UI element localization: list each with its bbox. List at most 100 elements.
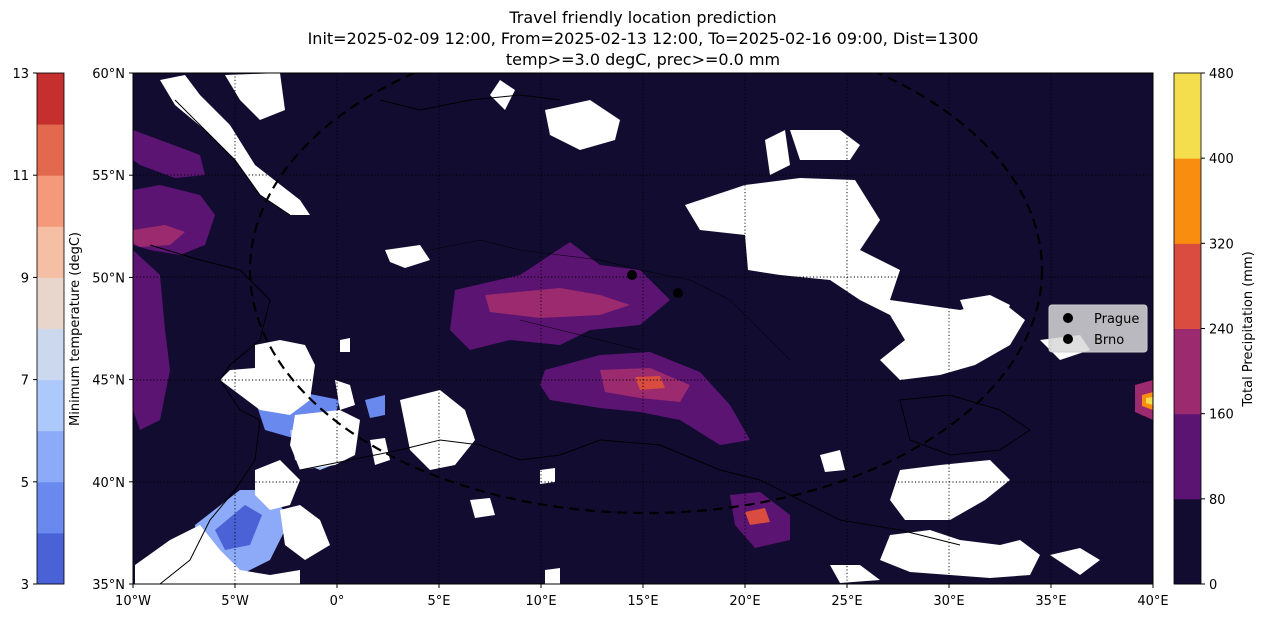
mask-finland (765, 130, 790, 175)
mask-alps (335, 380, 355, 410)
mask-belarus (685, 178, 1025, 380)
colorbar-segment (37, 73, 64, 125)
mask-italy-north (400, 390, 475, 470)
y-tick-label: 55°N (92, 169, 125, 184)
x-tick-label: 0° (330, 594, 345, 609)
mask-iberia-center (255, 460, 300, 510)
legend: Prague Brno (1048, 304, 1148, 353)
brno-marker[interactable] (673, 288, 683, 298)
mask-balkans-small (470, 498, 495, 518)
colorbar-tick-label: 7 (21, 374, 29, 389)
mask-sardinia (370, 438, 390, 465)
colorbar-tick-label: 3 (21, 578, 29, 593)
mask-baltic (545, 100, 620, 150)
legend-brno-label: Brno (1094, 333, 1124, 348)
y-tick-label: 50°N (92, 271, 125, 286)
x-tick-label: 10°W (115, 594, 151, 609)
colorbar-segment (37, 532, 64, 585)
colorbar-tick-label: 320 (1209, 237, 1234, 252)
prague-marker[interactable] (627, 270, 637, 280)
masked-regions (135, 73, 1100, 584)
y-tick-label: 45°N (92, 374, 125, 389)
colorbar-segment (37, 379, 64, 432)
coastlines (149, 94, 1031, 584)
mask-france-center (290, 410, 360, 470)
x-tick-label: 15°E (627, 594, 658, 609)
mask-greece-small (545, 568, 560, 584)
mask-ukraine-east (960, 295, 1010, 330)
x-tick-label: 30°E (933, 594, 964, 609)
colorbar-frame (36, 72, 65, 585)
colorbar-segment (1174, 498, 1201, 585)
distance-radius-circle (249, 73, 1043, 515)
chart-title-line1: Travel friendly location prediction (509, 8, 777, 27)
mask-balkans-east (890, 460, 1010, 520)
colorbar-tick-label: 400 (1209, 152, 1234, 167)
colorbar-segment (37, 124, 64, 176)
y-tick-label: 35°N (92, 578, 125, 593)
mask-north-sea (490, 80, 515, 110)
colorbar-segment (1174, 73, 1201, 159)
x-tick-label: 10°E (525, 594, 556, 609)
legend-brno-marker (1063, 334, 1073, 344)
precip-region-greece-core (745, 508, 770, 525)
colorbar-segment (37, 277, 64, 329)
precipitation-colorbar: 0 80 160 240 320 400 480 (1173, 67, 1234, 593)
x-tick-label: 25°E (831, 594, 862, 609)
chart-title-line2: Init=2025-02-09 12:00, From=2025-02-13 1… (307, 29, 979, 48)
x-tick-label: 35°E (1035, 594, 1066, 609)
x-tick-label: 40°E (1137, 594, 1168, 609)
mask-turkey-south (830, 565, 880, 583)
colorbar-tick-label: 80 (1209, 493, 1226, 508)
precip-region-north-uk (133, 130, 205, 178)
precip-region-iberia-west (133, 250, 170, 430)
mask-belgium (340, 338, 350, 352)
temp-region-iberia-core (215, 505, 262, 550)
coastline-black-sea (899, 394, 1031, 456)
mask-baltic-states (790, 130, 860, 160)
temperature-colorbar: 3 5 7 9 11 13 (12, 67, 65, 593)
legend-prague-marker (1063, 313, 1073, 323)
chart-title-line3: temp>=3.0 degC, prec>=0.0 mm (505, 50, 781, 69)
colorbar-tick-label: 5 (21, 476, 29, 491)
mask-iberia-south (280, 505, 330, 560)
mask-turkey-east (1050, 548, 1100, 575)
colorbar-tick-label: 160 (1209, 408, 1234, 423)
mask-iberia (135, 525, 300, 584)
colorbar-segment (1174, 328, 1201, 415)
colorbar-segment (37, 328, 64, 381)
mask-aegean (820, 450, 845, 472)
colorbar-segment (37, 481, 64, 534)
legend-prague-label: Prague (1094, 312, 1139, 327)
precipitation-layer (133, 130, 1153, 548)
colorbar-tick-label: 13 (12, 67, 29, 82)
mask-norway (225, 73, 285, 120)
colorbar-segment (37, 175, 64, 227)
colorbar-tick-label: 240 (1209, 323, 1234, 338)
precip-region-caucasus-peak (1146, 397, 1153, 405)
precip-region-ireland-core (133, 225, 185, 247)
precipitation-colorbar-label: Total Precipitation (mm) (1241, 251, 1256, 407)
map-y-axis: 35°N 40°N 45°N 50°N 55°N 60°N (92, 67, 133, 593)
coastline-north (174, 94, 561, 216)
colorbar-tick-label: 9 (21, 271, 29, 286)
colorbar-tick-label: 11 (12, 169, 29, 184)
mask-tunisia (540, 468, 555, 484)
x-tick-label: 5°W (221, 594, 249, 609)
map-x-axis: 10°W 5°W 0° 5°E 10°E 15°E 20°E 25°E 30°E 35°E 40°E (115, 584, 1169, 609)
colorbar-segment (1174, 413, 1201, 500)
coastline-western-europe (149, 244, 271, 584)
colorbar-segment (1174, 158, 1201, 244)
colorbar-segment (1174, 243, 1201, 329)
mask-turkey (880, 530, 1040, 578)
colorbar-segment (37, 226, 64, 278)
colorbar-tick-label: 480 (1209, 67, 1234, 82)
x-tick-label: 5°E (428, 594, 451, 609)
map-grid (133, 73, 1153, 584)
y-tick-label: 60°N (92, 67, 125, 82)
temp-region-alps (365, 395, 385, 418)
precip-region-adriatic-peak (635, 376, 665, 390)
coastline-mediterranean (299, 439, 961, 546)
temperature-colorbar-label: Minimum temperature (degC) (68, 232, 83, 426)
